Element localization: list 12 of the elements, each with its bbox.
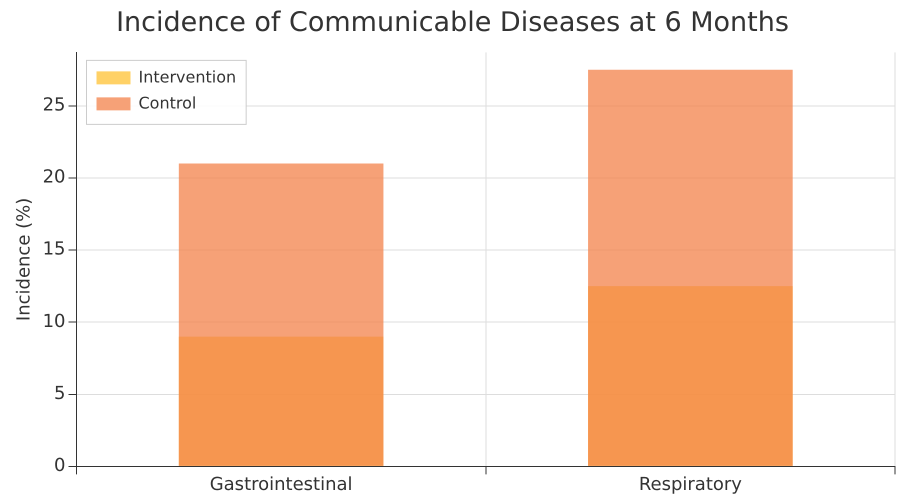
x-tick-label: Gastrointestinal [210,474,353,495]
y-axis-title: Incidence (%) [13,198,34,322]
y-tick-label: 0 [54,455,66,476]
y-tick-label: 10 [42,310,66,332]
x-tick-label: Respiratory [638,474,742,495]
legend-label: Control [138,94,196,113]
legend-label: Intervention [138,68,236,87]
y-tick-label: 15 [42,238,66,260]
y-tick-label: 25 [42,94,66,116]
y-tick-label: 20 [42,166,66,188]
y-tick-label: 5 [54,382,66,404]
chart-title: Incidence of Communicable Diseases at 6 Months [116,7,789,38]
